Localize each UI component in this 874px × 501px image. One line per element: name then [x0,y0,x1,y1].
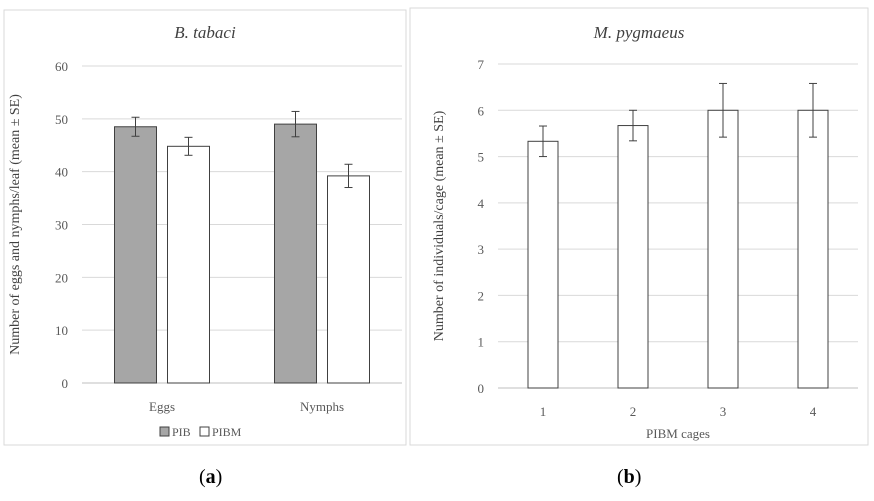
x-tick-label: 4 [810,404,817,419]
panel-label-a-letter: a [205,466,216,488]
y-tick-label: 2 [478,288,485,303]
bar [527,140,559,389]
x-axis-label: PIBM cages [646,426,710,441]
y-tick-label: 4 [478,196,485,211]
y-tick-label: 60 [55,59,68,74]
panel-label-b-letter: b [623,466,635,488]
chart-panel-1: M. pygmaeus 0 1 2 3 4 5 6 7 Number of individuals… [409,7,869,446]
x-tick-label: 1 [540,404,547,419]
panel-label-a: (a) [199,466,223,488]
y-tick-label: 10 [55,323,68,338]
bar [707,109,739,389]
y-axis-label: Number of individuals/cage (mean ± SE) [432,110,447,341]
y-tick-label: 7 [478,57,485,72]
x-tick-label: Eggs [149,399,175,414]
y-tick-label: 0 [62,376,69,391]
legend-label: PIBM [212,425,242,439]
y-tick-label: 1 [478,335,485,350]
y-tick-label: 40 [55,165,68,180]
bar [797,109,829,389]
panel-label-b: (b) [617,466,642,488]
chart-title: M. pygmaeus [593,23,685,42]
y-tick-label: 6 [478,103,485,118]
legend-swatch [159,426,170,437]
chart-title: B. tabaci [174,23,236,42]
legend-label: PIB [172,425,191,439]
y-tick-label: 5 [478,150,485,165]
y-axis-label: Number of eggs and nymphs/leaf (mean ± S… [8,94,23,355]
x-tick-label: 2 [630,404,637,419]
y-tick-label: 50 [55,112,68,127]
bar [327,175,370,384]
y-tick-label: 0 [478,381,485,396]
bar [617,125,649,389]
bar [274,123,317,384]
chart-panel-0: B. tabaci 0 10 20 30 40 50 60 Number of eggs and… [3,9,407,446]
y-tick-label: 30 [55,218,68,233]
y-tick-label: 3 [478,242,485,257]
bar [167,145,210,384]
legend-swatch [199,426,210,437]
bar [114,126,157,384]
x-tick-label: 3 [720,404,727,419]
x-tick-label: Nymphs [300,399,344,414]
y-tick-label: 20 [55,270,68,285]
